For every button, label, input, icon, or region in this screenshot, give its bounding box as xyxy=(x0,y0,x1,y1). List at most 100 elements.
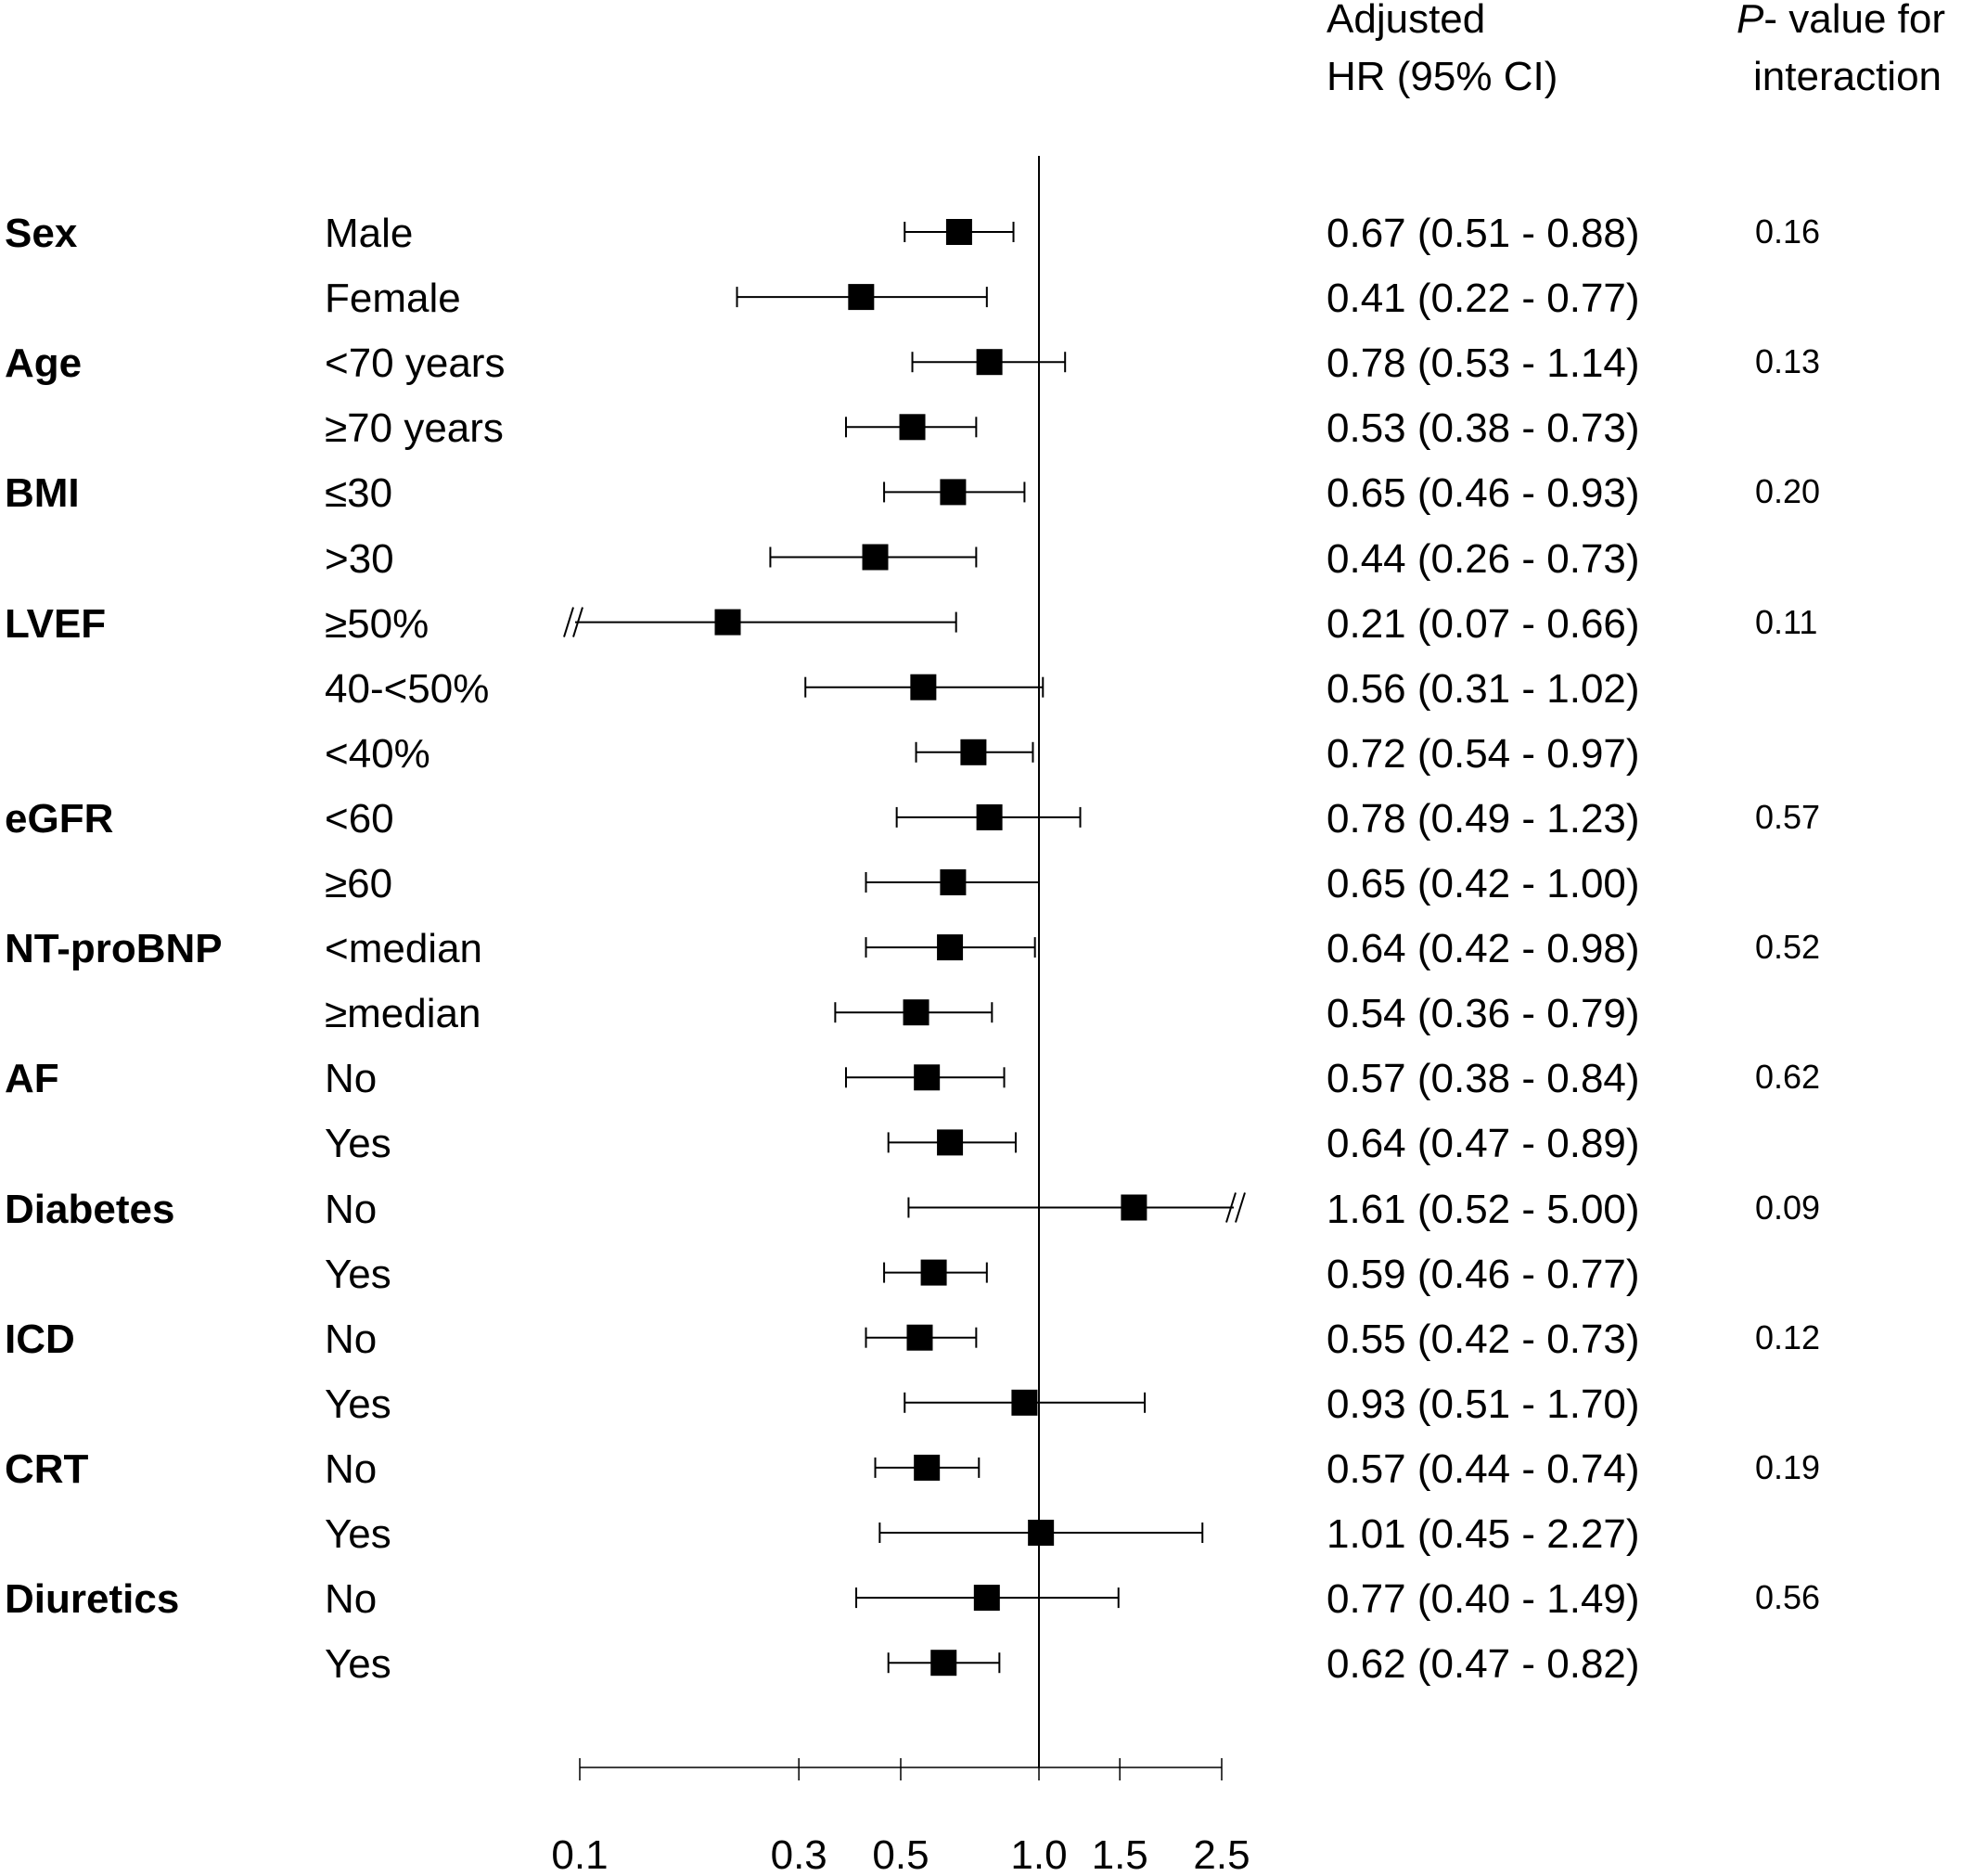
hr-point xyxy=(906,1324,933,1351)
subgroup-label: Female xyxy=(325,276,461,322)
subgroup-label: ≥median xyxy=(325,991,481,1037)
subgroup-label: 40-<50% xyxy=(325,665,490,712)
hr-ci-value: 0.62 (0.47 - 0.82) xyxy=(1327,1641,1640,1688)
hr-ci-value: 0.21 (0.07 - 0.66) xyxy=(1327,600,1640,647)
x-tick-label: 0.5 xyxy=(872,1832,929,1876)
hr-ci-value: 0.55 (0.42 - 0.73) xyxy=(1327,1316,1640,1362)
hr-ci-value: 0.56 (0.31 - 1.02) xyxy=(1327,665,1640,712)
group-label: Diabetes xyxy=(5,1186,175,1232)
hr-ci-value: 0.64 (0.47 - 0.89) xyxy=(1327,1121,1640,1167)
x-tick-label: 0.3 xyxy=(771,1832,827,1876)
hr-point xyxy=(940,869,967,895)
subgroup-label: Yes xyxy=(325,1381,391,1427)
p-header-line1: P- value for xyxy=(1737,0,1945,48)
hr-ci-value: 0.72 (0.54 - 0.97) xyxy=(1327,730,1640,777)
p-value: 0.09 xyxy=(1755,1188,1821,1227)
hr-ci-value: 0.93 (0.51 - 1.70) xyxy=(1327,1381,1640,1427)
hr-point xyxy=(1121,1194,1147,1221)
x-tick-label: 0.1 xyxy=(551,1832,608,1876)
subgroup-label: Yes xyxy=(325,1121,391,1167)
x-tick-label: 1.5 xyxy=(1092,1832,1148,1876)
group-label: BMI xyxy=(5,470,80,517)
hr-point xyxy=(960,739,987,765)
hr-point xyxy=(1011,1389,1038,1416)
hr-point xyxy=(930,1650,957,1677)
p-header: P- value for interaction xyxy=(1737,0,1945,106)
hr-point xyxy=(920,1259,947,1286)
hr-point xyxy=(862,544,889,571)
subgroup-label: ≥60 xyxy=(325,861,393,906)
truncation-mark xyxy=(563,607,574,637)
group-label: Age xyxy=(5,341,83,387)
subgroup-label: No xyxy=(325,1186,378,1232)
hr-point xyxy=(976,803,1003,830)
truncation-mark xyxy=(1225,1192,1237,1223)
subgroup-label: No xyxy=(325,1316,378,1362)
hr-point xyxy=(973,1585,1000,1612)
hr-point xyxy=(937,934,964,961)
hr-header-line1: Adjusted xyxy=(1327,0,1486,42)
p-value: 0.16 xyxy=(1755,212,1821,251)
subgroup-label: Yes xyxy=(325,1641,391,1688)
hr-ci-value: 0.64 (0.42 - 0.98) xyxy=(1327,926,1640,972)
hr-ci-value: 0.65 (0.46 - 0.93) xyxy=(1327,470,1640,517)
hr-point xyxy=(848,284,875,311)
group-label: LVEF xyxy=(5,600,107,647)
hr-point xyxy=(940,479,967,506)
p-value: 0.20 xyxy=(1755,472,1821,511)
x-tick-label: 1.0 xyxy=(1010,1832,1067,1876)
p-value: 0.57 xyxy=(1755,797,1821,836)
p-value: 0.12 xyxy=(1755,1317,1821,1356)
p-header-rest: - value for xyxy=(1763,0,1945,42)
group-label: ICD xyxy=(5,1316,75,1362)
p-value: 0.62 xyxy=(1755,1058,1821,1097)
hr-point xyxy=(945,219,972,245)
hr-point xyxy=(714,609,741,636)
hr-ci-value: 0.78 (0.49 - 1.23) xyxy=(1327,795,1640,842)
p-value: 0.11 xyxy=(1755,602,1818,641)
hr-header: Adjusted HR (95% CI) xyxy=(1327,0,1557,106)
truncation-mark xyxy=(572,607,583,637)
subgroup-label: <40% xyxy=(325,730,430,777)
subgroup-label: >30 xyxy=(325,535,394,582)
hr-ci-value: 1.01 (0.45 - 2.27) xyxy=(1327,1511,1640,1557)
p-value: 0.13 xyxy=(1755,342,1821,381)
hr-point xyxy=(914,1454,941,1481)
p-header-italic: P xyxy=(1737,0,1764,42)
p-header-line2: interaction xyxy=(1753,54,1942,99)
subgroup-label: ≥70 years xyxy=(325,405,504,452)
subgroup-label: Yes xyxy=(325,1511,391,1557)
x-tick-label: 2.5 xyxy=(1193,1832,1250,1876)
hr-point xyxy=(910,674,937,700)
group-label: AF xyxy=(5,1056,59,1102)
hr-header-line2: HR (95% CI) xyxy=(1327,54,1558,99)
hr-ci-value: 0.53 (0.38 - 0.73) xyxy=(1327,405,1640,452)
subgroup-label: No xyxy=(325,1576,378,1623)
group-label: Diuretics xyxy=(5,1576,180,1623)
subgroup-label: ≥50% xyxy=(325,600,429,647)
subgroup-label: <70 years xyxy=(325,341,506,387)
hr-ci-value: 0.57 (0.38 - 0.84) xyxy=(1327,1056,1640,1102)
hr-point xyxy=(899,414,926,441)
hr-point xyxy=(976,349,1003,376)
hr-ci-value: 0.67 (0.51 - 0.88) xyxy=(1327,211,1640,256)
group-label: CRT xyxy=(5,1446,89,1492)
hr-ci-value: 0.59 (0.46 - 0.77) xyxy=(1327,1251,1640,1297)
subgroup-label: <60 xyxy=(325,795,394,842)
hr-ci-value: 0.77 (0.40 - 1.49) xyxy=(1327,1576,1640,1623)
hr-ci-value: 0.78 (0.53 - 1.14) xyxy=(1327,341,1640,387)
hr-ci-value: 0.41 (0.22 - 0.77) xyxy=(1327,276,1640,322)
hr-ci-value: 0.54 (0.36 - 0.79) xyxy=(1327,991,1640,1037)
subgroup-label: Yes xyxy=(325,1251,391,1297)
subgroup-label: ≤30 xyxy=(325,470,393,517)
hr-point xyxy=(937,1129,964,1156)
subgroup-label: No xyxy=(325,1446,378,1492)
group-label: NT-proBNP xyxy=(5,926,223,972)
p-value: 0.52 xyxy=(1755,928,1821,967)
p-value: 0.56 xyxy=(1755,1578,1821,1617)
hr-point xyxy=(914,1064,941,1091)
truncation-mark xyxy=(1235,1192,1246,1223)
hr-ci-value: 0.44 (0.26 - 0.73) xyxy=(1327,535,1640,582)
hr-point xyxy=(1028,1520,1055,1546)
